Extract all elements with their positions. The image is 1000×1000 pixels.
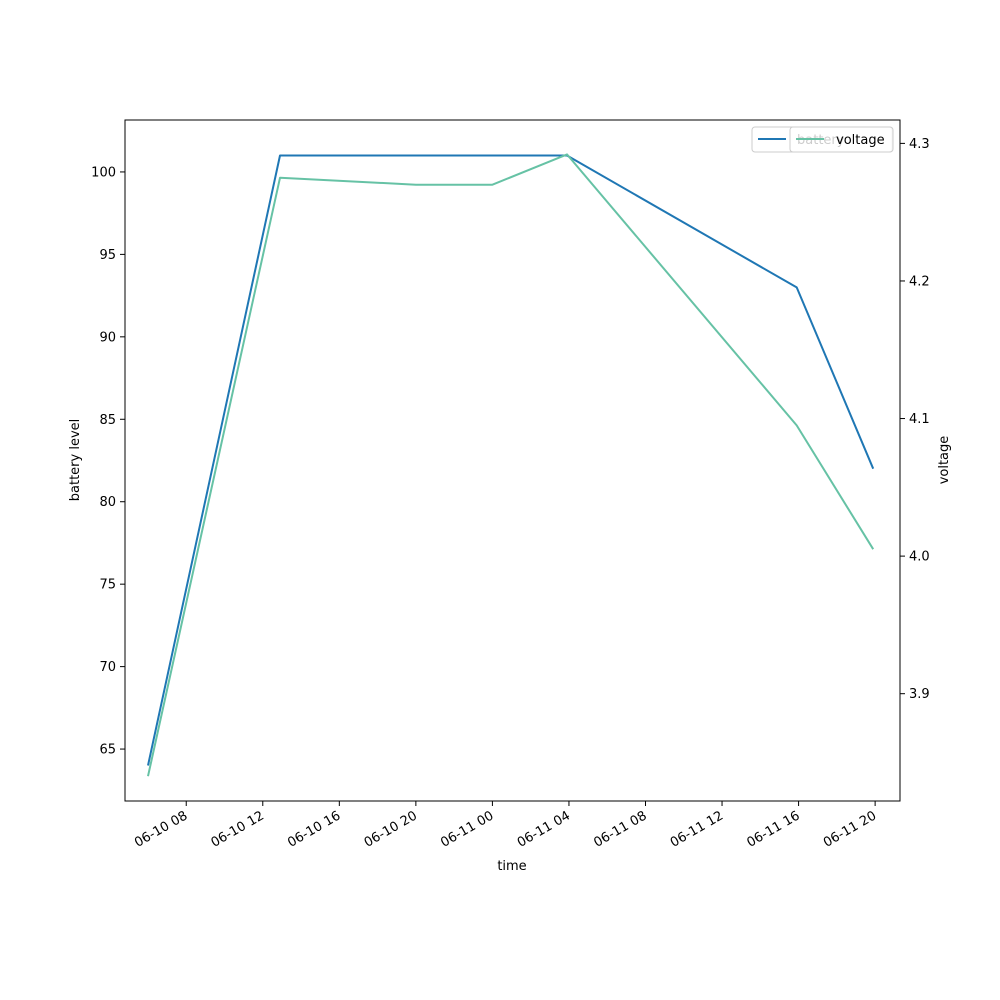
legend-label-voltage: voltage — [836, 133, 885, 148]
y-left-tick-label: 65 — [99, 743, 116, 758]
y-right-tick-label: 3.9 — [909, 687, 930, 702]
y-left-tick-label: 95 — [99, 248, 116, 263]
plot-frame — [124, 119, 901, 802]
y-left-tick-label: 100 — [91, 165, 116, 180]
y-right-tick-label: 4.1 — [909, 412, 930, 427]
legend: batteryvoltage — [751, 126, 894, 153]
y-left-tick-label: 80 — [99, 495, 116, 510]
series-line-voltage — [147, 153, 875, 777]
x-axis-label: time — [497, 859, 526, 874]
y-left-tick-label: 90 — [99, 330, 116, 345]
y-left-tick-label: 75 — [99, 578, 116, 593]
y-axis-left-label: battery level — [68, 419, 83, 502]
y-right-tick-label: 4.0 — [909, 550, 930, 565]
y-left-tick-label: 70 — [99, 660, 116, 675]
y-right-tick-label: 4.3 — [909, 137, 930, 152]
series-layer — [147, 153, 875, 777]
y-axis-right-label: voltage — [937, 436, 952, 485]
legend-box-voltage — [789, 126, 894, 153]
labels-layer: time battery level voltage — [68, 419, 952, 874]
y-left-tick-label: 85 — [99, 413, 116, 428]
y-right-tick-label: 4.2 — [909, 274, 930, 289]
